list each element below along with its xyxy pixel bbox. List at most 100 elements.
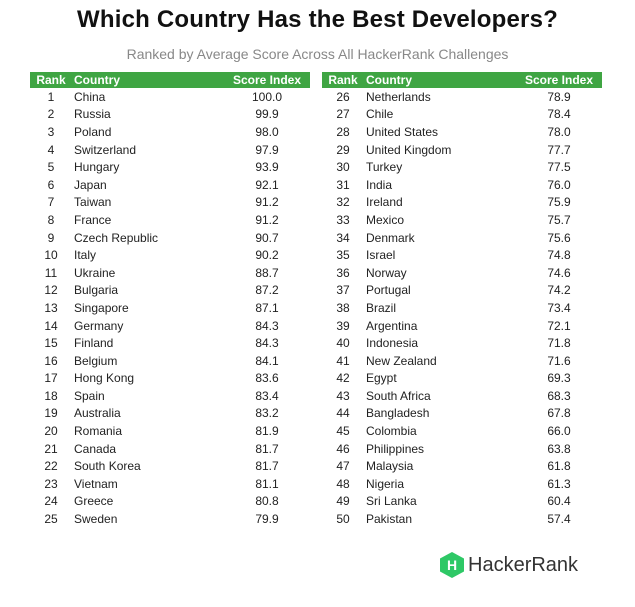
rank-cell: 17: [44, 371, 58, 386]
country-cell: Canada: [74, 441, 117, 456]
table-row: 2 Russia 99.9: [30, 106, 310, 124]
country-cell: Czech Republic: [74, 230, 159, 245]
rank-cell: 16: [44, 353, 58, 368]
score-column-header: Score Index: [224, 72, 310, 88]
score-cell: 61.3: [547, 476, 571, 491]
country-cell: Romania: [74, 424, 123, 439]
table-row: 8 France 91.2: [30, 211, 310, 229]
country-cell: Denmark: [366, 230, 415, 245]
rank-cell: 31: [336, 177, 350, 192]
score-cell: 75.9: [547, 195, 571, 210]
rank-cell: 41: [336, 353, 350, 368]
rank-cell: 1: [47, 89, 55, 104]
score-cell: 75.7: [547, 212, 571, 227]
country-cell: Japan: [74, 177, 107, 192]
score-cell: 97.9: [255, 142, 279, 157]
table-row: 24 Greece 80.8: [30, 493, 310, 511]
country-cell: Belgium: [74, 353, 118, 368]
rank-cell: 27: [336, 107, 350, 122]
score-cell: 78.4: [547, 107, 571, 122]
table-header-row: Rank Country Score Index: [322, 72, 602, 88]
score-cell: 98.0: [255, 124, 279, 139]
rank-cell: 7: [47, 195, 55, 210]
rank-cell: 6: [47, 177, 55, 192]
score-cell: 91.2: [255, 195, 279, 210]
table-row: 12 Bulgaria 87.2: [30, 282, 310, 300]
country-cell: Netherlands: [366, 89, 431, 104]
country-cell: Egypt: [366, 371, 397, 386]
hackerrank-logo-icon: H: [440, 552, 464, 578]
table-row: 16 Belgium 84.1: [30, 352, 310, 370]
rank-cell: 45: [336, 424, 350, 439]
score-cell: 79.9: [255, 512, 279, 527]
table-row: 23 Vietnam 81.1: [30, 475, 310, 493]
table-header-row: Rank Country Score Index: [30, 72, 310, 88]
score-cell: 81.9: [255, 424, 279, 439]
score-cell: 76.0: [547, 177, 571, 192]
rank-cell: 3: [47, 124, 55, 139]
table-row: 31 India 76.0: [322, 176, 602, 194]
rank-cell: 38: [336, 300, 350, 315]
table-row: 39 Argentina 72.1: [322, 317, 602, 335]
score-cell: 71.6: [547, 353, 571, 368]
country-cell: Bulgaria: [74, 283, 119, 298]
country-cell: Australia: [74, 406, 121, 421]
rank-cell: 2: [47, 107, 55, 122]
table-row: 33 Mexico 75.7: [322, 211, 602, 229]
rank-cell: 40: [336, 336, 350, 351]
score-cell: 77.7: [547, 142, 571, 157]
table-row: 10 Italy 90.2: [30, 246, 310, 264]
score-cell: 80.8: [255, 494, 279, 509]
score-cell: 60.4: [547, 494, 571, 509]
country-cell: Bangladesh: [366, 406, 430, 421]
table-row: 11 Ukraine 88.7: [30, 264, 310, 282]
table-row: 30 Turkey 77.5: [322, 158, 602, 176]
score-cell: 66.0: [547, 424, 571, 439]
country-cell: Malaysia: [366, 459, 414, 474]
country-cell: India: [366, 177, 393, 192]
logo-letter: H: [447, 557, 457, 573]
rank-cell: 29: [336, 142, 350, 157]
score-cell: 90.7: [255, 230, 279, 245]
country-cell: Nigeria: [366, 476, 405, 491]
country-column-header: Country: [364, 72, 516, 88]
table-row: 28 United States 78.0: [322, 123, 602, 141]
score-cell: 78.9: [547, 89, 571, 104]
country-cell: Ukraine: [74, 265, 116, 280]
score-cell: 74.2: [547, 283, 571, 298]
hackerrank-logo: H HackerRank: [440, 552, 578, 578]
table-row: 5 Hungary 93.9: [30, 158, 310, 176]
brand-name: HackerRank: [468, 553, 579, 576]
table-row: 34 Denmark 75.6: [322, 229, 602, 247]
country-cell: Switzerland: [74, 142, 137, 157]
table-row: 43 South Africa 68.3: [322, 387, 602, 405]
score-cell: 83.2: [255, 406, 279, 421]
country-cell: Hong Kong: [74, 371, 135, 386]
country-cell: Vietnam: [74, 476, 118, 491]
rank-cell: 42: [336, 371, 350, 386]
rank-cell: 49: [336, 494, 350, 509]
rank-cell: 28: [336, 124, 350, 139]
table-row: 50 Pakistan 57.4: [322, 510, 602, 528]
table-row: 42 Egypt 69.3: [322, 370, 602, 388]
table-row: 29 United Kingdom 77.7: [322, 141, 602, 159]
score-cell: 71.8: [547, 336, 571, 351]
score-cell: 57.4: [547, 512, 571, 527]
score-column-header: Score Index: [516, 72, 602, 88]
score-cell: 87.1: [255, 300, 279, 315]
rank-cell: 30: [336, 160, 350, 175]
score-cell: 74.8: [547, 248, 571, 263]
country-cell: Turkey: [366, 160, 403, 175]
rank-cell: 8: [47, 212, 55, 227]
table-row: 49 Sri Lanka 60.4: [322, 493, 602, 511]
score-cell: 72.1: [547, 318, 571, 333]
score-cell: 100.0: [251, 89, 283, 104]
rank-cell: 37: [336, 283, 350, 298]
rank-cell: 22: [44, 459, 58, 474]
table-row: 41 New Zealand 71.6: [322, 352, 602, 370]
rank-cell: 18: [44, 388, 58, 403]
country-cell: Argentina: [366, 318, 418, 333]
country-cell: Indonesia: [366, 336, 419, 351]
score-cell: 61.8: [547, 459, 571, 474]
rank-cell: 44: [336, 406, 350, 421]
